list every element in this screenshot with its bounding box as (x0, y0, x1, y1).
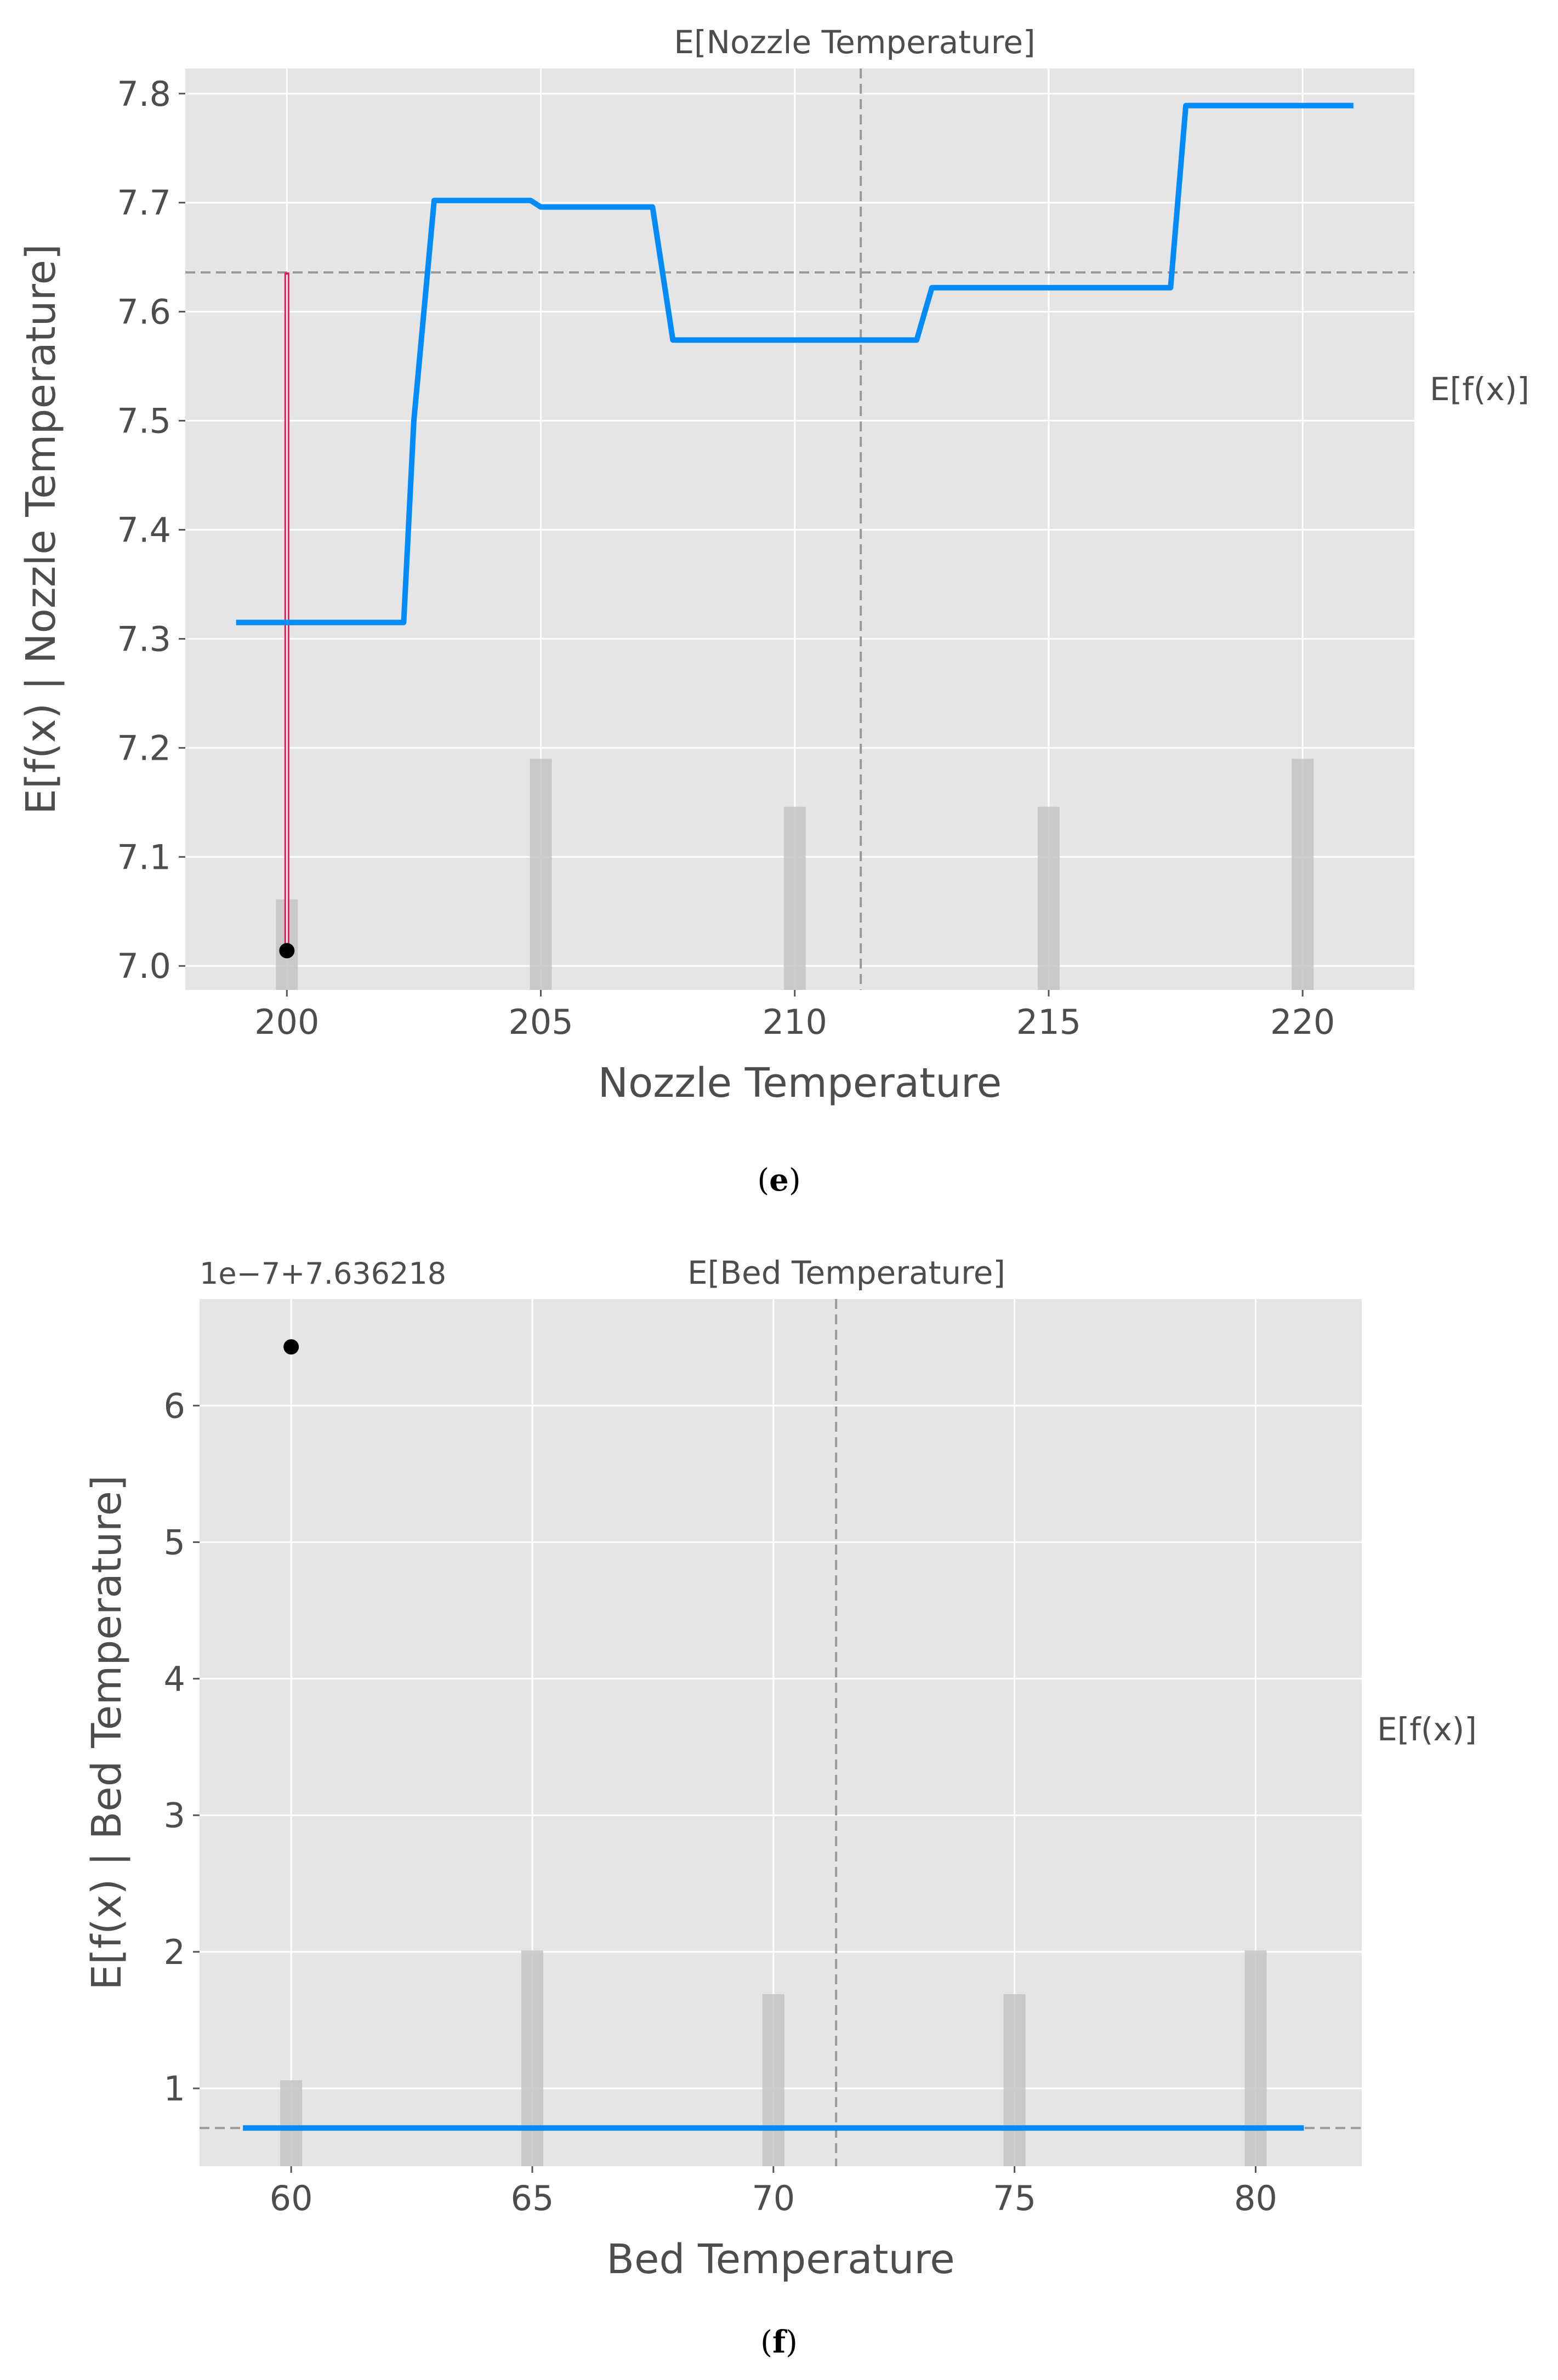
y-tick-label-5: 7.5 (117, 401, 171, 441)
x-tick-label-3: 75 (993, 2178, 1036, 2218)
y-tick-label-0: 7.0 (117, 946, 171, 986)
y-axis-label: E[f(x) | Nozzle Temperature] (18, 244, 65, 815)
caption-f-letter: f (772, 2324, 786, 2360)
y-tick-label-3: 4 (164, 1659, 185, 1699)
y-tick-label-1: 7.1 (117, 837, 171, 877)
y-tick-label-7: 7.7 (117, 183, 171, 223)
chart-panel-f: 60 65 70 75 80 1 2 3 4 5 6 E[Bed Temperature] Bed Te… (0, 1222, 1558, 2319)
y-tick-label-0: 1 (164, 2069, 185, 2109)
x-tick-label-4: 80 (1234, 2178, 1277, 2218)
chart-nozzle-temperature: 200 205 210 215 220 7.0 7.1 7.2 7.3 7.4 7.5 7.6 7.7 7… (18, 24, 1529, 1107)
y-tick-label-2: 7.2 (117, 728, 171, 768)
chart-title: E[Nozzle Temperature] (674, 24, 1035, 61)
y-tick-label-4: 7.4 (117, 510, 171, 550)
x-tick-label-2: 210 (763, 1002, 827, 1042)
caption-e: (e) (757, 1162, 801, 1198)
x-axis-label: Bed Temperature (606, 2236, 955, 2283)
y-tick-label-1: 2 (164, 1932, 185, 1972)
x-tick-label-4: 220 (1270, 1002, 1335, 1042)
histogram-bar-2 (783, 806, 806, 990)
histogram-bar-2 (762, 1994, 784, 2166)
histogram-bar-3 (1037, 806, 1060, 990)
series-line-0 (236, 103, 1354, 625)
expected-value-label: E[f(x)] (1377, 1711, 1477, 1748)
x-tick-label-2: 70 (752, 2178, 795, 2218)
chart-panel-e: 200 205 210 215 220 7.0 7.1 7.2 7.3 7.4 7.5 7.6 7.7 7… (18, 24, 1529, 1107)
instance-point (279, 943, 295, 959)
y-tick-label-6: 7.6 (117, 292, 171, 332)
y-tick-label-8: 7.8 (117, 74, 171, 114)
histogram-bar-1 (521, 1950, 543, 2166)
histogram-bar-4 (1244, 1950, 1267, 2166)
x-axis-label: Nozzle Temperature (598, 1060, 1002, 1107)
caption-e-letter: e (769, 1162, 789, 1198)
y-tick-label-3: 7.3 (117, 619, 171, 659)
x-tick-label-1: 205 (508, 1002, 573, 1042)
x-tick-label-3: 215 (1016, 1002, 1081, 1042)
expected-value-label: E[f(x)] (1430, 371, 1529, 408)
y-tick-label-5: 6 (164, 1386, 185, 1426)
x-tick-label-1: 65 (511, 2178, 554, 2218)
axis-offset-label: 1e−7+7.636218 (200, 1256, 446, 1291)
x-tick-label-0: 60 (270, 2178, 313, 2218)
histogram-bar-0 (280, 2080, 303, 2166)
histogram-bar-4 (1292, 759, 1314, 990)
histogram-bar-1 (530, 759, 552, 990)
x-tick-label-0: 200 (254, 1002, 319, 1042)
caption-f: (f) (760, 2324, 798, 2360)
y-tick-label-4: 5 (164, 1522, 185, 1562)
chart-title: E[Bed Temperature] (687, 1254, 1005, 1291)
histogram-bar-3 (1003, 1994, 1026, 2166)
y-axis-label: E[f(x) | Bed Temperature] (83, 1475, 130, 1990)
chart-bed-temperature: 60 65 70 75 80 1 2 3 4 5 6 E[Bed Temperature] Bed Te… (83, 1254, 1477, 2283)
y-tick-label-2: 3 (164, 1796, 185, 1836)
instance-point (283, 1339, 299, 1355)
